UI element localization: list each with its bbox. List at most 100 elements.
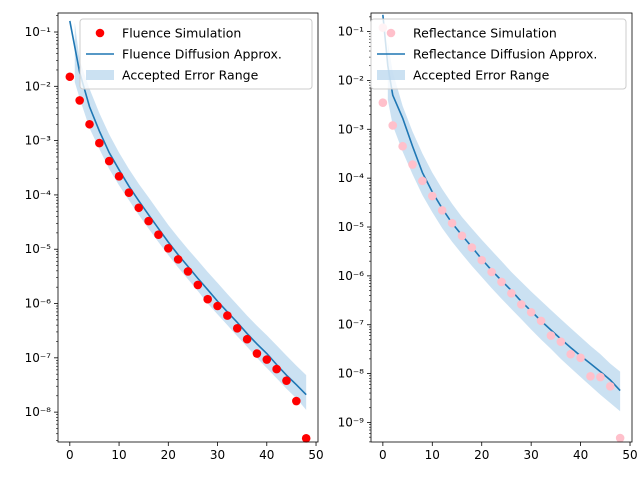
legend-label: Accepted Error Range <box>122 68 259 83</box>
simulation-point <box>605 381 615 391</box>
y-tick-label: 10⁻² <box>25 79 52 93</box>
simulation-point <box>408 160 417 169</box>
legend-item: Accepted Error Range <box>377 68 550 83</box>
simulation-point <box>378 98 388 108</box>
y-tick-label: 10⁻⁸ <box>338 367 365 381</box>
simulation-point <box>213 301 222 311</box>
simulation-point <box>173 255 183 264</box>
legend-label: Fluence Diffusion Approx. <box>122 47 282 62</box>
legend-box <box>79 18 313 90</box>
simulation-point <box>95 138 104 148</box>
simulation-point <box>292 396 301 406</box>
x-tick-label: 20 <box>474 448 489 462</box>
simulation-point <box>437 205 447 215</box>
legend-label: Fluence Simulation <box>122 26 241 41</box>
legend-patch <box>86 70 114 80</box>
simulation-point <box>398 141 407 151</box>
legend-label: Reflectance Simulation <box>413 26 557 41</box>
plot-area <box>65 20 311 443</box>
y-tick-label: 10⁻⁴ <box>25 188 52 202</box>
simulation-point <box>516 300 526 309</box>
simulation-points <box>378 23 625 443</box>
simulation-point <box>586 372 595 381</box>
simulation-point <box>183 267 193 276</box>
simulation-points <box>65 72 311 443</box>
error-range-band <box>387 42 621 412</box>
legend-item: Accepted Error Range <box>86 68 259 83</box>
legend-marker <box>386 28 396 38</box>
x-axis: 0 10 20 30 40 50 <box>379 442 638 462</box>
y-tick-label: 10⁻⁹ <box>338 415 365 429</box>
simulation-point <box>427 191 437 201</box>
x-tick-label: 10 <box>111 448 126 462</box>
x-axis: 0 10 20 30 40 50 <box>66 442 324 462</box>
legend: Fluence Simulation Fluence Diffusion Appr… <box>79 18 313 90</box>
y-tick-label: 10⁻³ <box>25 134 52 148</box>
x-tick-label: 0 <box>66 448 74 462</box>
simulation-point <box>85 119 94 129</box>
x-tick-label: 30 <box>524 448 539 462</box>
simulation-point <box>546 331 556 340</box>
x-tick-label: 50 <box>308 448 323 462</box>
y-tick-label: 10⁻⁸ <box>25 405 52 419</box>
y-tick-label: 10⁻¹ <box>338 25 365 39</box>
simulation-point <box>418 176 427 186</box>
simulation-point <box>193 280 203 290</box>
simulation-point <box>576 353 585 363</box>
simulation-point <box>232 323 242 333</box>
simulation-point <box>203 294 212 304</box>
chart-reflectance: 0 10 20 30 40 50 10⁻⁹ 10⁻⁸ 10⁻⁷ 10⁻⁶ 10⁻⁵ 10⁻⁴ 10⁻³ 1… <box>338 12 638 462</box>
x-tick-label: 40 <box>573 448 588 462</box>
y-tick-label: 10⁻² <box>338 73 365 87</box>
legend-item: Reflectance Diffusion Approx. <box>377 47 597 62</box>
legend-label: Accepted Error Range <box>413 68 550 83</box>
simulation-point <box>487 267 496 277</box>
simulation-point <box>75 96 84 105</box>
simulation-point <box>282 376 291 385</box>
plot-area <box>378 14 625 443</box>
x-tick-label: 20 <box>161 448 176 462</box>
simulation-point <box>507 288 516 298</box>
y-tick-label: 10⁻⁷ <box>25 351 52 365</box>
simulation-point <box>134 203 144 213</box>
simulation-point <box>497 277 506 287</box>
simulation-point <box>124 188 134 197</box>
simulation-point <box>104 156 114 166</box>
axes-frame <box>370 12 633 443</box>
y-tick-label: 10⁻³ <box>338 122 365 136</box>
x-tick-label: 30 <box>210 448 225 462</box>
simulation-point <box>615 433 625 443</box>
legend-label: Reflectance Diffusion Approx. <box>413 47 597 62</box>
x-tick-label: 10 <box>425 448 440 462</box>
y-tick-label: 10⁻¹ <box>25 25 52 39</box>
x-tick-label: 40 <box>259 448 274 462</box>
simulation-point <box>114 172 124 181</box>
simulation-point <box>154 230 163 240</box>
simulation-point <box>65 72 75 82</box>
y-tick-label: 10⁻⁵ <box>25 242 52 256</box>
legend-box <box>370 18 627 90</box>
simulation-point <box>144 216 153 226</box>
legend: Reflectance Simulation Reflectance Diffus… <box>370 18 627 90</box>
legend-marker <box>95 28 105 38</box>
y-tick-label: 10⁻⁵ <box>338 220 365 234</box>
x-tick-label: 0 <box>379 448 387 462</box>
y-tick-label: 10⁻⁶ <box>25 297 52 311</box>
simulation-point <box>566 349 576 359</box>
simulation-point <box>252 349 262 358</box>
simulation-point <box>457 231 467 241</box>
y-tick-label: 10⁻⁶ <box>338 269 365 283</box>
legend-item: Fluence Simulation <box>95 26 241 41</box>
simulation-point <box>242 334 252 344</box>
axes-frame <box>57 12 319 443</box>
simulation-point <box>164 243 173 253</box>
simulation-point <box>301 433 311 443</box>
x-tick-label: 50 <box>622 448 637 462</box>
simulation-point <box>272 364 281 374</box>
y-tick-label: 10⁻⁷ <box>338 318 365 332</box>
simulation-point <box>477 255 487 265</box>
y-axis: 10⁻⁸ 10⁻⁷ 10⁻⁶ 10⁻⁵ 10⁻⁴ 10⁻³ 10⁻² 10⁻¹ <box>25 15 58 441</box>
legend-item: Fluence Diffusion Approx. <box>86 47 282 62</box>
simulation-point <box>556 337 566 346</box>
